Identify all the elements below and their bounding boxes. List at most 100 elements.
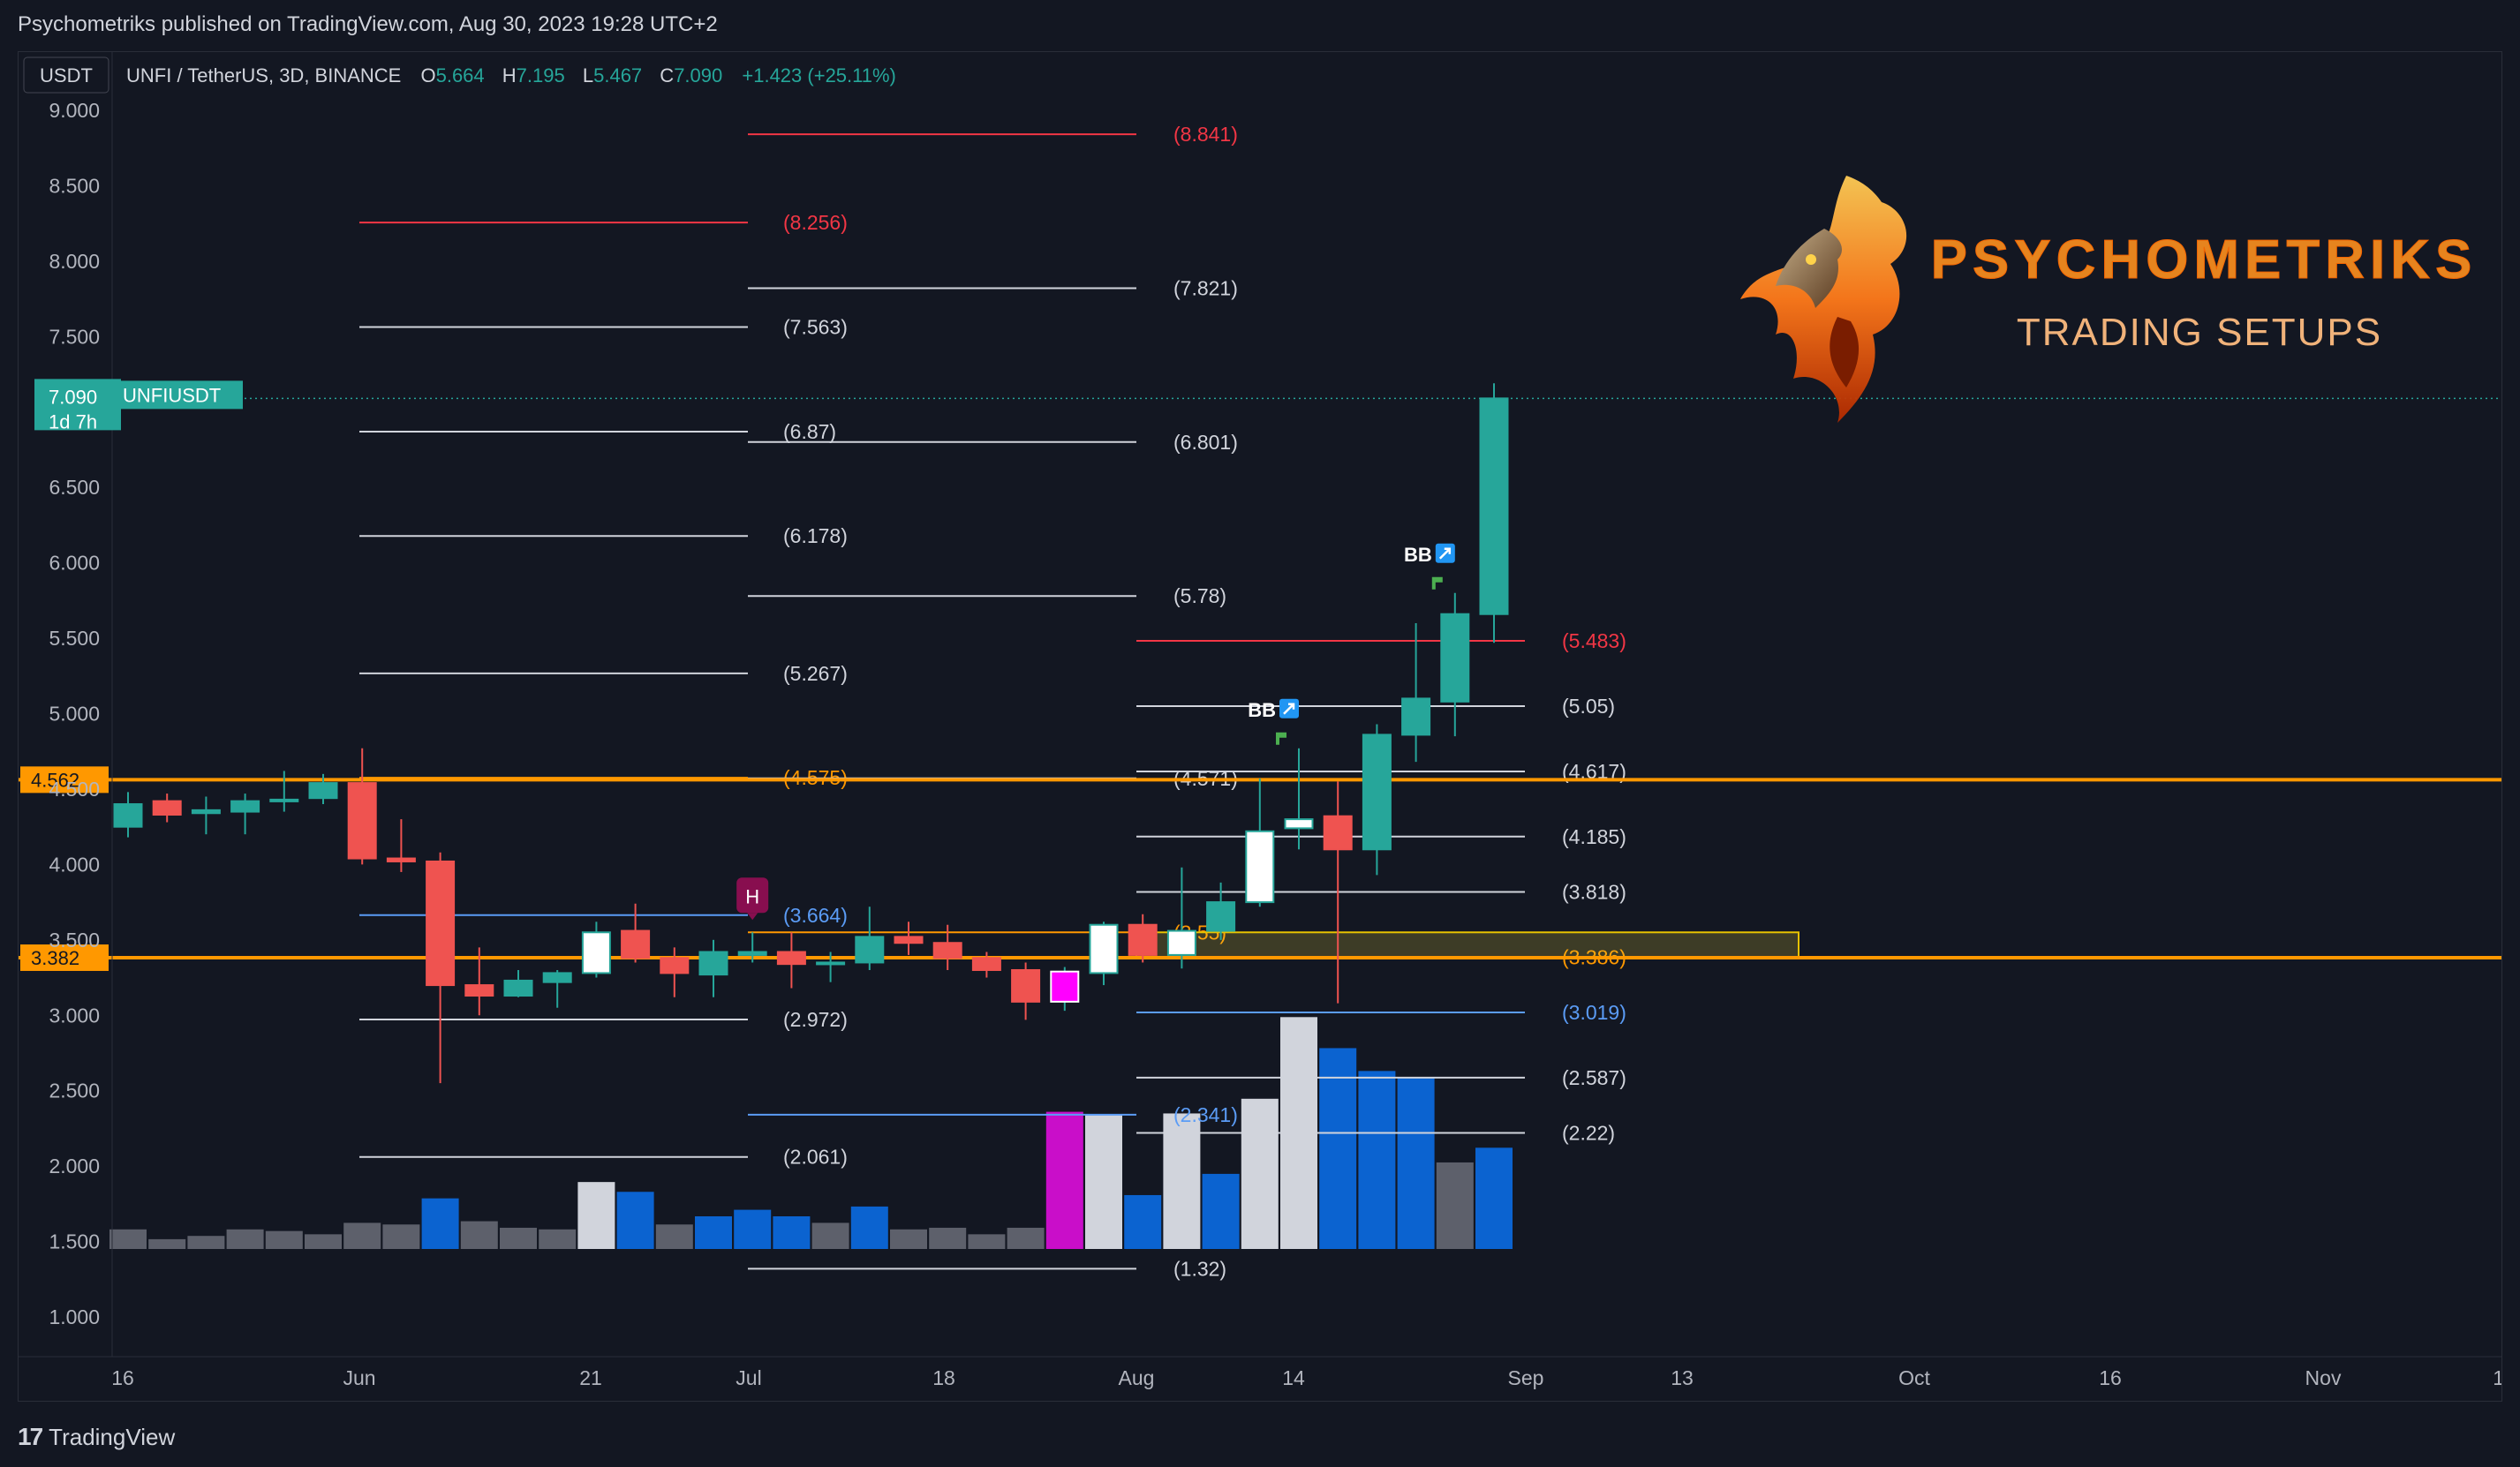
fib-level-label: (3.818)	[1562, 880, 1626, 903]
volume-bar	[382, 1224, 420, 1249]
y-tick-label: 6.500	[49, 476, 100, 499]
fib-level-label: (4.185)	[1562, 825, 1626, 848]
tradingview-logo[interactable]: 17 TradingView	[18, 1423, 175, 1451]
volume-bar	[187, 1236, 225, 1249]
candlestick-chart[interactable]: (8.256)(7.563)(6.87)(6.178)(5.267)(4.575…	[19, 52, 2516, 1401]
x-tick-label: 14	[1282, 1366, 1305, 1389]
candle-body	[542, 972, 572, 983]
chart-legend: USDT UNFI / TetherUS, 3D, BINANCE O5.664…	[23, 56, 896, 94]
candle-body	[1128, 923, 1158, 956]
y-tick-label: 4.000	[49, 853, 100, 876]
volume-bar	[1475, 1147, 1513, 1249]
candle-body	[503, 979, 533, 997]
volume-bar	[734, 1209, 772, 1249]
fib-level-label: (7.821)	[1173, 276, 1238, 299]
chart-area[interactable]: (8.256)(7.563)(6.87)(6.178)(5.267)(4.575…	[18, 51, 2516, 1402]
y-tick-label: 9.000	[49, 99, 100, 122]
bb-marker-label: BB	[1248, 699, 1276, 721]
markers: H BB BB	[736, 543, 1455, 921]
candle-body	[1323, 815, 1353, 851]
x-tick-label: Jun	[343, 1366, 375, 1389]
candle-body	[581, 931, 611, 974]
countdown-value: 1d 7h	[49, 410, 97, 433]
candle-body	[1401, 697, 1431, 736]
volume-bar	[850, 1206, 888, 1249]
y-tick-label: 6.000	[49, 552, 100, 575]
fib-level-label: (5.267)	[783, 662, 848, 685]
candle-body	[1011, 968, 1041, 1003]
volume-bar	[773, 1216, 811, 1249]
x-tick-label: Sep	[1508, 1366, 1544, 1389]
candle-body	[386, 857, 416, 862]
candle-body	[1050, 970, 1080, 1003]
candle-body	[855, 936, 885, 964]
candle-body	[698, 951, 728, 976]
fib-level-label: (7.563)	[783, 316, 848, 339]
horizontal-level-label: 3.382	[31, 947, 79, 969]
fib-level-label: (2.587)	[1562, 1066, 1626, 1089]
volume-bar	[577, 1182, 615, 1249]
volume-bar	[421, 1198, 459, 1249]
published-header: Psychometriks published on TradingView.c…	[0, 0, 2520, 49]
volume-bar	[460, 1221, 498, 1249]
candle-body	[426, 860, 456, 987]
high-value: 7.195	[517, 64, 565, 87]
h-marker-pointer	[747, 913, 758, 921]
volume-bar	[890, 1229, 927, 1249]
candle-body	[464, 984, 494, 997]
published-text: Psychometriks published on TradingView.c…	[18, 12, 718, 36]
volume-bar	[929, 1227, 967, 1249]
open-value: 5.664	[436, 64, 485, 87]
fib-level-label: (8.841)	[1173, 123, 1238, 146]
volume-bar	[811, 1222, 849, 1249]
bb-arrow-glyph	[1283, 703, 1295, 715]
candle-body	[1362, 734, 1392, 851]
bb-marker-label: BB	[1404, 544, 1432, 566]
currency-label: USDT	[40, 64, 93, 87]
fib-level-label: (2.061)	[783, 1146, 848, 1169]
fib-level-label: (8.256)	[783, 211, 848, 234]
candle-body	[737, 951, 767, 956]
watermark: PSYCHOMETRIKS TRADING SETUPS	[1740, 176, 2478, 423]
y-tick-label: 2.500	[49, 1080, 100, 1102]
fib-level-label: (3.019)	[1562, 1001, 1626, 1024]
y-tick-label: 7.500	[49, 325, 100, 348]
y-tick-label: 2.000	[49, 1155, 100, 1177]
candle-body	[621, 929, 651, 959]
y-tick-label: 8.500	[49, 174, 100, 197]
watermark-subtitle: TRADING SETUPS	[2017, 311, 2382, 354]
fib-level-label: (5.78)	[1173, 584, 1226, 607]
candle-body	[347, 782, 377, 860]
candle-body	[113, 803, 143, 828]
volume-bar	[1319, 1048, 1357, 1249]
volume-bar	[1085, 1115, 1122, 1249]
fib-level-label: (1.32)	[1173, 1257, 1226, 1280]
volume-bar	[616, 1192, 654, 1249]
svg-text:UNFI / TetherUS, 3D, BINANCE: UNFI / TetherUS, 3D, BINANCE O5.664 H7.1…	[126, 64, 896, 87]
candle-body	[152, 800, 182, 816]
x-tick-label: 16	[2099, 1366, 2122, 1389]
green-flag-icon	[1431, 576, 1443, 590]
candle-body	[308, 782, 338, 800]
x-tick-label: Jul	[736, 1366, 761, 1389]
volume-bar	[655, 1224, 693, 1249]
candle-body	[1440, 613, 1470, 703]
dragon-logo-icon	[1740, 176, 1907, 423]
horizontal-level-label: 4.562	[31, 769, 79, 791]
volume-bar	[500, 1227, 537, 1249]
candle-body	[269, 798, 299, 802]
candle-body	[1166, 929, 1196, 956]
brand-text: TradingView	[49, 1423, 176, 1450]
candles	[113, 383, 1509, 1084]
x-tick-label: 18	[932, 1366, 955, 1389]
volume-bar	[539, 1229, 577, 1249]
volume-bar	[695, 1216, 732, 1249]
watermark-title: PSYCHOMETRIKS	[1931, 229, 2478, 290]
x-tick-label: 21	[579, 1366, 602, 1389]
volume-bar	[1045, 1111, 1083, 1249]
footer: 17 TradingView	[0, 1412, 2520, 1467]
currency-button[interactable]	[23, 56, 109, 94]
fib-level-label: (5.05)	[1562, 695, 1615, 718]
horizontal-level-tag	[20, 944, 109, 971]
candle-body	[191, 809, 221, 815]
